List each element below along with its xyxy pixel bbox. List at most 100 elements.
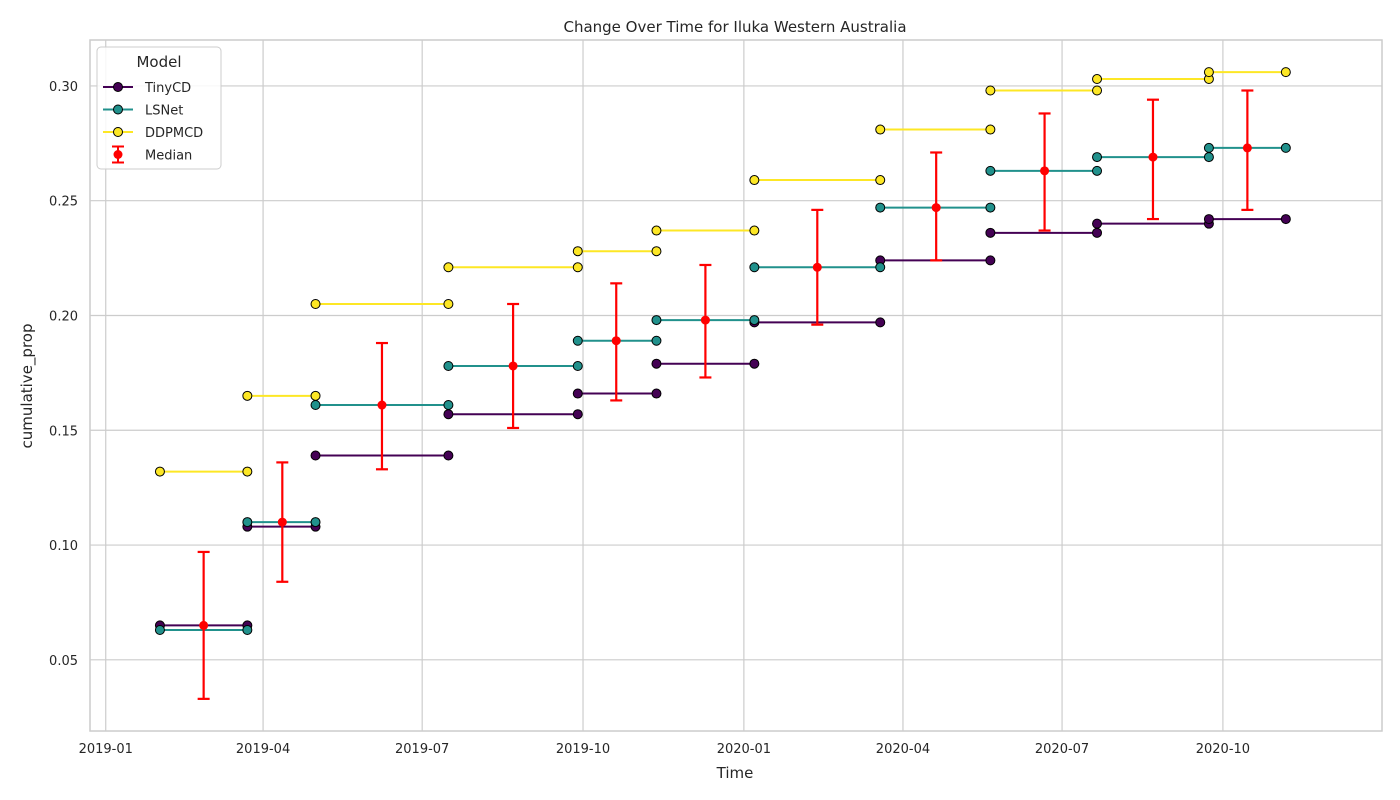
series-lsnet-point — [310, 400, 321, 411]
legend-swatch-marker — [113, 82, 123, 92]
tick-layer: 2019-01 2019-04 2019-07 2019-10 2020-01 2020-… — [49, 80, 1250, 757]
series-tinycd-point — [985, 227, 996, 238]
series-lsnet-point — [749, 262, 760, 273]
series-tinycd-point — [1203, 214, 1214, 225]
x-tick-label: 2020-07 — [1035, 742, 1089, 757]
series-tinycd-point — [310, 450, 321, 461]
series-lsnet-point — [242, 624, 253, 635]
series-lsnet-point — [875, 262, 886, 273]
x-tick-label: 2020-01 — [717, 742, 771, 757]
series-ddpmcd-point — [749, 225, 760, 236]
y-tick-label: 0.05 — [49, 654, 78, 669]
legend-label-lsnet: LSNet — [145, 104, 183, 119]
series-ddpmcd-point — [875, 175, 886, 186]
series-lsnet-point — [985, 202, 996, 213]
median-point — [611, 336, 621, 346]
median-point — [508, 361, 518, 371]
legend-item-lsnet: LSNet — [103, 104, 183, 119]
series-tinycd-point — [572, 388, 583, 399]
series-ddpmcd-point — [875, 124, 886, 135]
series-lsnet-point — [443, 400, 454, 411]
series-ddpmcd-point — [443, 262, 454, 273]
x-tick-label: 2020-10 — [1196, 742, 1250, 757]
series-ddpmcd-point — [985, 124, 996, 135]
median-point — [931, 203, 941, 213]
legend-box — [96, 46, 222, 170]
x-tick-label: 2019-07 — [395, 742, 449, 757]
series-ddpmcd-point — [443, 299, 454, 310]
median-point — [377, 400, 387, 410]
series-ddpmcd-point — [242, 390, 253, 401]
series-tinycd-point — [1092, 218, 1103, 229]
series-tinycd-point — [651, 358, 662, 369]
series-ddpmcd-point — [154, 466, 165, 477]
median-point — [277, 517, 287, 527]
series-lsnet-point — [310, 517, 321, 528]
series-lsnet-point — [749, 315, 760, 326]
y-tick-label: 0.30 — [49, 80, 78, 95]
series-ddpmcd-point — [242, 466, 253, 477]
series-lsnet-point — [443, 360, 454, 371]
series-lsnet-point — [1203, 152, 1214, 163]
y-tick-label: 0.15 — [49, 424, 78, 439]
legend-label-median: Median — [145, 149, 192, 164]
series-lsnet-point — [651, 335, 662, 346]
series-lsnet-point — [154, 624, 165, 635]
median-point — [1040, 166, 1050, 176]
series-ddpmcd-point — [310, 390, 321, 401]
series-layer — [154, 67, 1291, 700]
series-ddpmcd-point — [985, 85, 996, 96]
series-lsnet-point — [651, 315, 662, 326]
y-tick-label: 0.20 — [49, 309, 78, 324]
series-ddpmcd-point — [1092, 85, 1103, 96]
legend-swatch-marker — [113, 150, 123, 159]
series-tinycd-point — [985, 255, 996, 266]
series-ddpmcd-point — [310, 299, 321, 310]
legend-swatch-marker — [113, 127, 123, 137]
series-lsnet-point — [1092, 165, 1103, 176]
x-tick-label: 2019-10 — [556, 742, 610, 757]
legend-label-ddpmcd: DDPMCD — [145, 126, 203, 141]
grid-layer — [90, 40, 1382, 731]
series-tinycd-point — [875, 317, 886, 328]
series-lsnet-point — [572, 360, 583, 371]
x-tick-label: 2020-04 — [876, 742, 930, 757]
series-tinycd-point — [1092, 227, 1103, 238]
series-lsnet-point — [1203, 142, 1214, 153]
legend: Model TinyCD LSNet DDPMCD Median — [96, 46, 222, 170]
series-ddpmcd-point — [749, 175, 760, 186]
series-lsnet-point — [1092, 152, 1103, 163]
series-ddpmcd-point — [572, 246, 583, 257]
series-ddpmcd-point — [572, 262, 583, 273]
plot-frame — [89, 39, 1383, 732]
series-lsnet-point — [985, 165, 996, 176]
series-ddpmcd-point — [651, 246, 662, 257]
y-tick-label: 0.10 — [49, 539, 78, 554]
median-point — [812, 262, 822, 272]
legend-label-tinycd: TinyCD — [144, 81, 191, 96]
series-median — [197, 89, 1254, 700]
x-tick-label: 2019-01 — [79, 742, 133, 757]
series-lsnet-point — [875, 202, 886, 213]
legend-item-median: Median — [112, 145, 192, 164]
series-lsnet-point — [1280, 142, 1291, 153]
series-ddpmcd-point — [1280, 67, 1291, 78]
series-ddpmcd-point — [1203, 67, 1214, 78]
legend-title: Model — [136, 53, 181, 71]
series-tinycd-point — [749, 358, 760, 369]
series-lsnet-point — [572, 335, 583, 346]
series-ddpmcd — [154, 67, 1291, 477]
series-tinycd-point — [572, 409, 583, 420]
legend-swatch-marker — [113, 104, 123, 115]
series-lsnet-point — [242, 517, 253, 528]
median-point — [700, 315, 710, 325]
plot-area — [90, 40, 1382, 731]
x-tick-label: 2019-04 — [236, 742, 290, 757]
series-tinycd-point — [443, 450, 454, 461]
legend-item-tinycd: TinyCD — [103, 81, 191, 96]
series-ddpmcd-point — [1092, 74, 1103, 85]
chart-title: Change Over Time for Iluka Western Austr… — [563, 18, 906, 36]
x-axis-title: Time — [716, 764, 754, 782]
median-point — [1148, 152, 1158, 162]
